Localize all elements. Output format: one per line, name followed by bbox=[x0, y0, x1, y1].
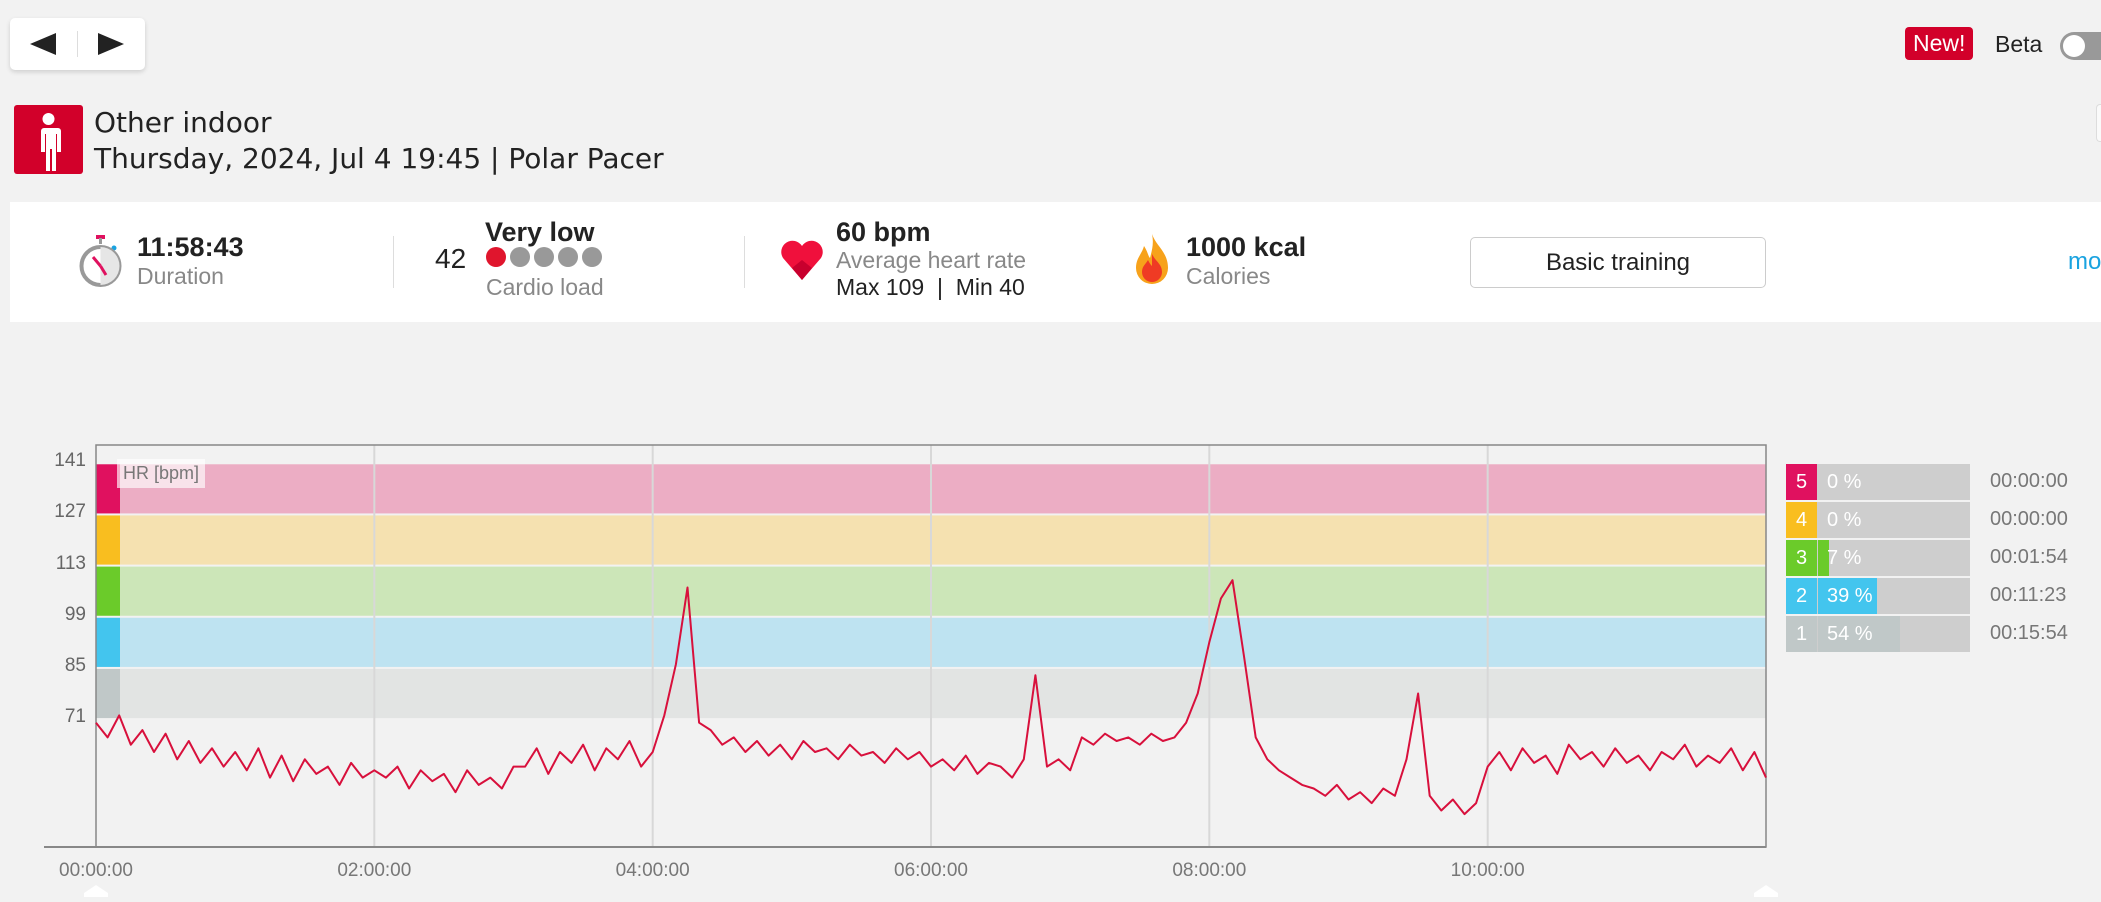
sport-name: Other indoor bbox=[94, 106, 272, 139]
zone-row-3: 3 7 % bbox=[1786, 540, 1970, 576]
side-panel-tab[interactable] bbox=[2096, 104, 2101, 142]
zone-band-4 bbox=[120, 515, 1766, 565]
zone-percent-bar bbox=[1818, 540, 1829, 576]
cardio-load-dots bbox=[486, 247, 606, 272]
zone-time: 00:00:00 bbox=[1990, 470, 2068, 492]
flame-icon bbox=[1136, 234, 1168, 284]
cardio-dot-filled bbox=[486, 247, 506, 267]
duration-value: 11:58:43 bbox=[137, 232, 244, 262]
calories-label: Calories bbox=[1186, 263, 1271, 289]
x-tick-label: 06:00:00 bbox=[894, 860, 968, 881]
zone-row-5: 5 0 % bbox=[1786, 464, 1970, 500]
zone-number: 1 bbox=[1786, 616, 1817, 652]
avg-hr-value: 60 bpm bbox=[836, 217, 931, 247]
chart-title: HR [bpm] bbox=[117, 459, 206, 488]
next-button[interactable] bbox=[78, 18, 144, 70]
session-navigation bbox=[10, 18, 145, 70]
hr-max: Max 109 bbox=[836, 274, 925, 300]
cardio-load-label: Cardio load bbox=[486, 274, 604, 300]
zone-percent: 7 % bbox=[1827, 547, 1862, 569]
cardio-dot-empty bbox=[582, 247, 602, 267]
stopwatch-icon bbox=[79, 235, 122, 287]
cardio-level: Very low bbox=[485, 217, 595, 247]
hr-max-min: Max 109 | Min 40 bbox=[836, 274, 1025, 301]
beta-toggle[interactable] bbox=[2060, 32, 2101, 60]
zone-percent: 0 % bbox=[1827, 471, 1862, 493]
x-tick-label: 08:00:00 bbox=[1172, 860, 1247, 881]
divider bbox=[77, 31, 78, 57]
zone-row-1: 1 54 % bbox=[1786, 616, 1970, 652]
zone-row-4: 4 0 % bbox=[1786, 502, 1970, 538]
x-tick-label: 04:00:00 bbox=[615, 860, 690, 881]
cardio-dot-empty bbox=[558, 247, 578, 267]
zone-band-1 bbox=[120, 668, 1766, 719]
zone-time: 00:15:54 bbox=[1990, 622, 2068, 644]
toggle-knob bbox=[2063, 35, 2085, 57]
beta-label: Beta bbox=[1995, 31, 2043, 57]
person-icon bbox=[14, 105, 83, 174]
zone-percent: 54 % bbox=[1827, 623, 1873, 645]
y-tick-label: 99 bbox=[64, 603, 86, 625]
y-tick-label: 113 bbox=[55, 552, 86, 574]
previous-button[interactable] bbox=[10, 18, 76, 70]
triangle-left-icon bbox=[30, 33, 56, 55]
hr-chart bbox=[44, 444, 1778, 897]
cardio-load-value: 42 bbox=[435, 243, 467, 274]
zone-strip-1 bbox=[96, 668, 120, 719]
zone-strip-4 bbox=[96, 515, 120, 565]
more-link[interactable]: mo bbox=[2068, 248, 2101, 275]
zone-strip-2 bbox=[96, 617, 120, 667]
cardio-dot-empty bbox=[534, 247, 554, 267]
duration-label: Duration bbox=[137, 263, 224, 289]
y-tick-label: 127 bbox=[54, 501, 86, 523]
summary-card: 11:58:43 Duration 42 Very low Cardio loa… bbox=[10, 202, 2101, 322]
zone-band-2 bbox=[120, 617, 1766, 667]
zone-percent: 0 % bbox=[1827, 509, 1862, 531]
training-benefit-button[interactable]: Basic training bbox=[1470, 237, 1766, 288]
zone-percent-bar bbox=[1818, 616, 1901, 652]
zone-time: 00:00:00 bbox=[1990, 508, 2068, 530]
zone-time: 00:01:54 bbox=[1990, 546, 2068, 568]
y-tick-label: 71 bbox=[64, 706, 86, 728]
zone-band-3 bbox=[120, 566, 1766, 616]
x-tick-label: 10:00:00 bbox=[1450, 860, 1525, 881]
hr-separator: | bbox=[937, 274, 943, 300]
divider bbox=[393, 236, 394, 288]
zone-number: 3 bbox=[1786, 540, 1817, 576]
session-subtitle: Thursday, 2024, Jul 4 19:45 | Polar Pace… bbox=[94, 142, 664, 175]
y-tick-label: 85 bbox=[64, 654, 86, 676]
range-handle-left bbox=[84, 885, 108, 897]
y-tick-label: 141 bbox=[54, 450, 86, 472]
calories-value: 1000 kcal bbox=[1186, 232, 1307, 262]
divider bbox=[744, 236, 745, 288]
triangle-right-icon bbox=[98, 33, 124, 55]
heart-icon bbox=[781, 240, 823, 280]
hr-line bbox=[95, 579, 1767, 816]
x-tick-label: 02:00:00 bbox=[337, 860, 412, 881]
zone-number: 5 bbox=[1786, 464, 1817, 500]
avg-hr-label: Average heart rate bbox=[836, 247, 1027, 273]
zone-row-2: 2 39 % bbox=[1786, 578, 1970, 614]
zone-strip-5 bbox=[96, 464, 120, 514]
hr-min: Min 40 bbox=[955, 274, 1025, 300]
zone-number: 4 bbox=[1786, 502, 1817, 538]
zone-strip-3 bbox=[96, 566, 120, 616]
cardio-dot-empty bbox=[510, 247, 530, 267]
zone-band-5 bbox=[120, 464, 1766, 514]
new-badge: New! bbox=[1905, 27, 1974, 60]
zone-percent: 39 % bbox=[1827, 585, 1873, 607]
range-handle-right bbox=[1754, 885, 1778, 897]
zone-percent-bar bbox=[1818, 578, 1878, 614]
zone-time: 00:11:23 bbox=[1990, 584, 2067, 606]
x-tick-label: 00:00:00 bbox=[59, 860, 133, 881]
zone-number: 2 bbox=[1786, 578, 1817, 614]
